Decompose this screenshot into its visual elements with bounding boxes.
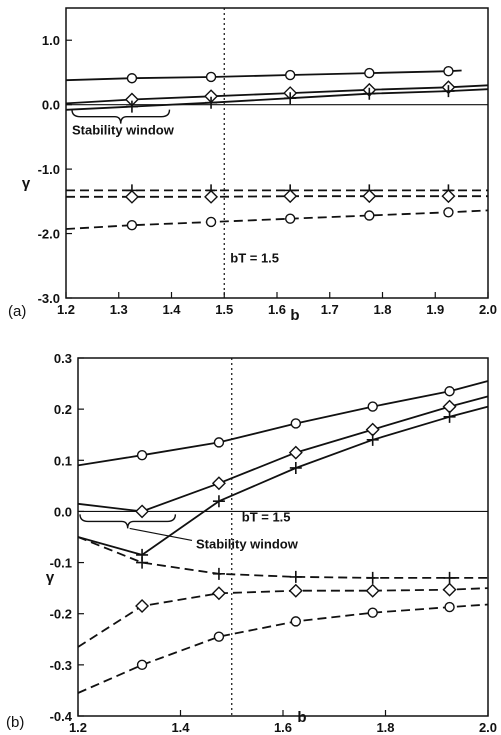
data-point-plus [442, 85, 455, 98]
x-axis-label: b [297, 709, 306, 726]
data-point-plus [136, 556, 149, 569]
data-point-circle [364, 67, 375, 79]
data-point-diamond [365, 583, 380, 598]
data-point-circle [136, 659, 148, 671]
x-tick-label: 2.0 [479, 720, 497, 735]
data-point-diamond [442, 399, 457, 414]
y-axis-label: γ [46, 569, 55, 586]
x-tick-label: 1.7 [321, 302, 339, 317]
data-point-plus [212, 567, 225, 580]
y-tick-label: -0.3 [50, 658, 72, 673]
stability-window-label: Stability window [196, 536, 299, 551]
stability-brace [79, 514, 177, 529]
data-point-diamond [124, 189, 139, 204]
x-tick-label: 1.4 [171, 720, 190, 735]
data-point-diamond [365, 422, 380, 437]
y-tick-label: 0.1 [54, 453, 72, 468]
y-tick-label: -0.1 [50, 556, 72, 571]
data-point-plus [289, 570, 302, 583]
data-point-plus [289, 461, 302, 474]
data-point-circle [284, 213, 296, 224]
y-tick-label: -1.0 [38, 162, 60, 177]
data-point-circle [367, 607, 378, 618]
data-point-diamond [288, 583, 303, 598]
data-point-circle [443, 65, 454, 77]
data-point-circle [443, 207, 454, 218]
data-point-plus [205, 96, 218, 109]
data-point-plus [125, 100, 138, 113]
x-tick-label: 1.6 [274, 720, 292, 735]
series-line-3 [77, 405, 489, 556]
x-tick-label: 1.4 [162, 302, 181, 317]
data-point-plus [212, 495, 225, 508]
panel-label: (b) [6, 714, 24, 731]
y-tick-label: -2.0 [38, 227, 60, 242]
data-point-circle [205, 71, 217, 83]
data-point-diamond [211, 586, 226, 601]
data-point-plus [363, 87, 376, 100]
panel-label: (a) [8, 303, 26, 320]
data-point-diamond [362, 189, 377, 204]
panel-a: 1.2 1.3 1.4 1.5 1.6 1.7 1.8 1.9 2.0 1.0 0.0 -1.0 -2.… [8, 7, 497, 324]
x-tick-label: 1.8 [376, 720, 394, 735]
threshold-label: bT = 1.5 [242, 510, 291, 525]
data-point-diamond [283, 189, 298, 204]
data-point-circle [290, 418, 302, 429]
y-tick-label: 1.0 [42, 33, 60, 48]
data-point-circle [284, 69, 296, 81]
stability-window-label: Stability window [72, 123, 175, 138]
panel-b: 1.2 1.4 1.6 1.8 2.0 0.3 0.2 0.1 0.0 -0.1 -0.2 -0.3 -… [6, 351, 497, 735]
data-point-plus [284, 92, 297, 105]
y-tick-label: 0.0 [42, 98, 60, 113]
series-line-5 [77, 587, 489, 648]
data-point-plus [443, 571, 456, 584]
data-point-diamond [288, 445, 303, 460]
data-point-diamond [442, 582, 457, 597]
x-tick-label: 1.8 [373, 302, 391, 317]
y-axis-label: γ [22, 175, 31, 192]
data-point-circle [444, 601, 455, 613]
data-point-diamond [204, 189, 219, 204]
x-tick-label: 1.2 [57, 302, 75, 317]
data-point-plus [366, 571, 379, 584]
data-point-circle [126, 219, 138, 231]
stability-pointer [129, 527, 193, 542]
x-tick-label: 1.3 [110, 302, 128, 317]
x-tick-label: 2.0 [479, 302, 497, 317]
x-tick-label: 1.9 [426, 302, 444, 317]
data-point-circle [213, 437, 225, 448]
data-point-plus [443, 410, 456, 423]
x-axis-label: b [290, 307, 299, 324]
y-tick-label: -0.2 [50, 607, 72, 622]
data-point-diamond [135, 599, 150, 614]
data-point-diamond [211, 476, 226, 491]
threshold-label: bT = 1.5 [230, 251, 279, 266]
x-tick-label: 1.2 [69, 720, 87, 735]
data-point-circle [205, 216, 217, 228]
series-line-6 [77, 603, 489, 694]
y-tick-label: 0.3 [54, 351, 72, 366]
y-tick-label: -3.0 [38, 291, 60, 306]
data-point-circle [213, 631, 225, 642]
data-point-diamond [135, 504, 150, 519]
y-tick-label: 0.0 [54, 504, 72, 519]
data-point-circle [364, 210, 375, 221]
x-tick-label: 1.5 [215, 302, 233, 317]
stability-brace [71, 109, 171, 124]
y-tick-label: -0.4 [50, 709, 73, 724]
y-tick-label: 0.2 [54, 402, 72, 417]
series-line-1 [65, 69, 462, 82]
data-point-circle [290, 616, 302, 627]
data-point-plus [366, 433, 379, 446]
x-tick-label: 1.6 [268, 302, 286, 317]
data-point-diamond [441, 189, 456, 204]
data-point-circle [367, 401, 378, 412]
data-point-circle [444, 386, 455, 397]
data-point-circle [136, 449, 148, 461]
data-point-circle [126, 73, 138, 84]
